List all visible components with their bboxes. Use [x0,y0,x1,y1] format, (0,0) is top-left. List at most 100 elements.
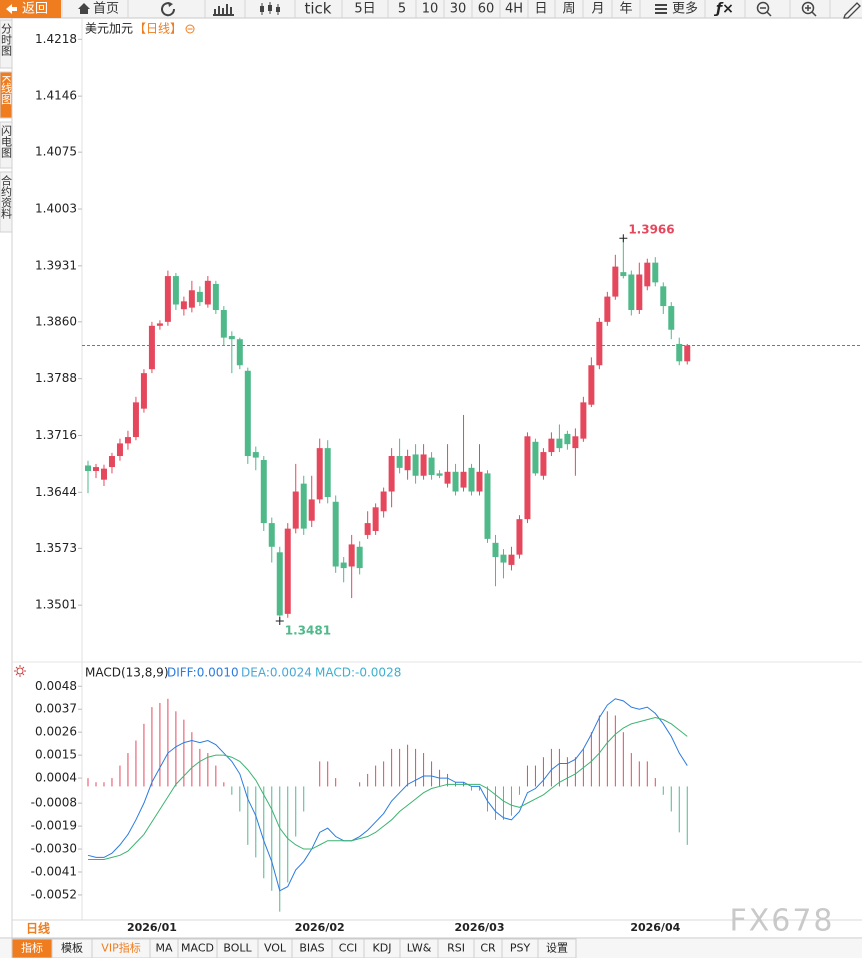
back-button[interactable] [0,0,61,18]
more-icon [655,4,667,14]
candle-body [132,402,139,438]
bottom-tab-label[interactable]: BOLL [223,942,252,955]
side-tab[interactable] [0,71,13,119]
legend-entry: MACD:-0.0028 [315,666,401,680]
y-tick-label: 0.0015 [35,748,77,762]
period-button[interactable]: tick [305,0,332,18]
bottom-tab-label[interactable]: VOL [264,942,287,955]
candle-body [500,554,507,563]
candle-body [180,301,187,310]
period-label[interactable]: 日线 [26,921,50,936]
candle-body [85,465,91,472]
candle-body [268,523,275,547]
bottom-tab-label[interactable]: LW& [407,942,432,955]
annotation-marker [619,234,628,243]
candle-body [300,483,307,529]
settings-icon-core [16,667,24,675]
collapse-icon[interactable] [185,24,195,34]
candle-body [196,291,203,303]
side-tab[interactable] [0,19,13,69]
home-label[interactable]: 首页 [93,2,119,17]
bottom-tab-label[interactable]: BIAS [299,942,324,955]
candle-body [156,323,163,326]
zoom-out-icon[interactable] [756,1,770,15]
candle-body [284,528,291,614]
zoom-in-icon[interactable] [801,1,815,15]
candle-body [332,501,339,567]
indicator-line [87,698,688,892]
bottom-tab-label[interactable]: CCI [339,942,358,955]
chart-title: 美元加元 [85,22,133,36]
side-tab[interactable] [0,171,13,233]
candle-body [468,467,475,492]
side-tab[interactable] [0,121,13,169]
x-tick-label: 2026/02 [295,921,345,934]
y-tick-label: 1.4218 [35,32,77,46]
candle-body [244,370,251,457]
period-button[interactable]: 10 [422,2,439,17]
side-tab-label[interactable]: 闪电图 [0,124,13,159]
period-button[interactable]: 日 [534,2,547,17]
candle-body [444,471,451,484]
candle-body [612,266,619,297]
bottom-tab-label[interactable]: 模板 [61,941,83,955]
period-button[interactable]: 30 [450,2,467,17]
y-tick-label: -0.0041 [31,865,77,879]
y-tick-label: 1.3860 [35,314,77,328]
bottom-tab-label[interactable]: 指标 [21,941,43,955]
period-button[interactable]: 4H [505,2,523,17]
settings-icon-rays [14,665,26,677]
period-button[interactable]: 60 [478,2,495,17]
candle-body [236,339,243,366]
period-button[interactable]: 5 [398,2,406,17]
bottom-tab-label[interactable]: RSI [447,942,465,955]
bottom-tab-label[interactable]: VIP指标 [101,941,140,955]
bottom-tab-label[interactable]: KDJ [373,942,392,955]
side-tab-label[interactable]: K线图 [0,75,13,105]
candle-body [364,523,371,535]
more-label[interactable]: 更多 [672,1,698,17]
zoom-out-mark [760,7,772,17]
bottom-tab-label[interactable]: MA [155,942,172,955]
bottom-tab[interactable] [537,938,577,958]
period-button[interactable]: 月 [591,2,604,17]
y-tick-label: 0.0026 [35,725,77,739]
candle-body [124,437,131,444]
side-tab-label[interactable]: 合约资料 [0,174,13,220]
settings-icon[interactable] [14,665,26,677]
y-tick-label: -0.0052 [31,887,77,901]
candle-body [412,454,419,476]
back-label[interactable]: 返回 [22,2,48,17]
y-tick-label: 0.0004 [35,771,77,785]
bottom-tab-label[interactable]: 设置 [546,942,568,955]
period-button[interactable]: 5日 [354,2,375,17]
annotation-label: 1.3966 [628,223,674,237]
candle-body [636,274,643,311]
candle-body [620,272,627,277]
candle-body [164,276,171,322]
draw-icon[interactable] [843,2,861,19]
chart-icon[interactable] [213,4,234,16]
candle-body [108,456,115,468]
y-tick-label: -0.0008 [31,796,77,810]
refresh-icon[interactable] [161,2,176,17]
chart-subtitle: 【日线】 [134,22,182,36]
candle-body [396,456,403,468]
fx-icon[interactable]: ƒ× [713,1,734,17]
period-button[interactable]: 年 [619,2,632,17]
bottom-tab-label[interactable]: PSY [510,942,531,955]
bottom-tab-label[interactable]: CR [480,942,496,955]
candle-body [628,274,635,311]
candle-body [556,438,563,449]
zoom-in-mark [805,5,817,17]
y-tick-label: 1.4075 [35,145,77,159]
period-button[interactable]: 周 [562,2,575,17]
side-tab-label[interactable]: 分时图 [0,23,13,57]
candle-body [188,290,195,308]
candle-body [380,491,387,512]
bottom-tab-label[interactable]: MACD [181,942,214,955]
x-tick-label: 2026/03 [455,921,505,934]
x-tick-label: 2026/04 [630,921,680,934]
